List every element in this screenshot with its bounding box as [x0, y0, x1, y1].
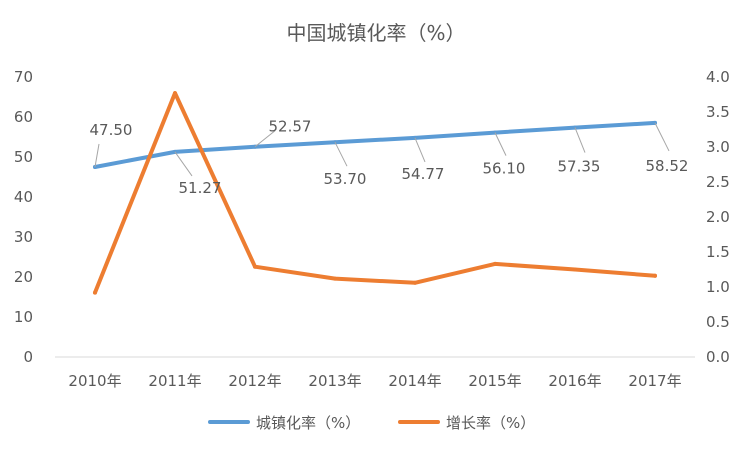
x-tick-label: 2014年: [388, 372, 441, 390]
data-label: 56.10: [483, 160, 526, 178]
y-left-tick-label: 0: [23, 348, 33, 366]
y-right-tick-label: 2.0: [706, 208, 730, 226]
y-left-tick-label: 20: [14, 268, 33, 286]
chart-title: 中国城镇化率（%）: [286, 21, 465, 45]
data-label: 54.77: [402, 165, 445, 183]
data-label-leader-line: [174, 151, 193, 177]
data-label-leader-line: [254, 130, 276, 148]
urbanization-rate-line: [93, 120, 657, 169]
y-left-tick-label: 50: [14, 148, 33, 166]
growth-rate-point: [93, 290, 97, 295]
data-label: 51.27: [179, 179, 222, 197]
x-tick-label: 2013年: [308, 372, 361, 390]
data-label-leader-line: [654, 122, 670, 152]
growth-rate-line: [93, 91, 657, 295]
data-label: 47.50: [90, 121, 133, 139]
y-left-tick-label: 60: [14, 108, 33, 126]
growth-rate-point: [573, 267, 577, 272]
y-right-tick-label: 1.0: [706, 278, 730, 296]
data-label: 57.35: [558, 158, 601, 176]
y-left-tick-label: 10: [14, 308, 33, 326]
x-tick-label: 2016年: [548, 372, 601, 390]
y-left-tick-label: 30: [14, 228, 33, 246]
growth-rate-point: [173, 91, 177, 96]
data-label-leader-line: [94, 143, 100, 168]
y-left-tick-label: 40: [14, 188, 33, 206]
x-tick-label: 2011年: [148, 372, 201, 390]
legend-item-urbanization-rate-label: 城镇化率（%）: [256, 414, 360, 432]
y-right-tick-label: 1.5: [706, 243, 730, 261]
x-tick-label: 2015年: [468, 372, 521, 390]
x-tick-label: 2012年: [228, 372, 281, 390]
y-right-tick-label: 0.0: [706, 348, 730, 366]
data-label: 52.57: [269, 118, 312, 136]
y-right-tick-label: 2.5: [706, 173, 730, 191]
growth-rate-point: [253, 264, 257, 269]
growth-rate-point: [653, 273, 657, 278]
y-left-tick-label: 70: [14, 68, 33, 86]
data-label-leader-line: [414, 137, 426, 163]
legend-item-growth-rate-label: 增长率（%）: [446, 414, 535, 432]
growth-rate-point: [413, 280, 417, 285]
x-tick-label: 2010年: [68, 372, 121, 390]
data-label: 58.52: [646, 157, 689, 175]
data-label-leader-line: [574, 127, 586, 153]
y-right-tick-label: 4.0: [706, 68, 730, 86]
data-label: 53.70: [324, 170, 367, 188]
x-tick-label: 2017年: [628, 372, 681, 390]
y-right-tick-label: 3.5: [706, 103, 730, 121]
y-right-tick-label: 0.5: [706, 313, 730, 331]
data-label-leader-line: [494, 132, 507, 156]
data-label-leader-line: [334, 141, 348, 167]
growth-rate-point: [333, 276, 337, 281]
growth-rate-point: [493, 261, 497, 266]
y-right-tick-label: 3.0: [706, 138, 730, 156]
